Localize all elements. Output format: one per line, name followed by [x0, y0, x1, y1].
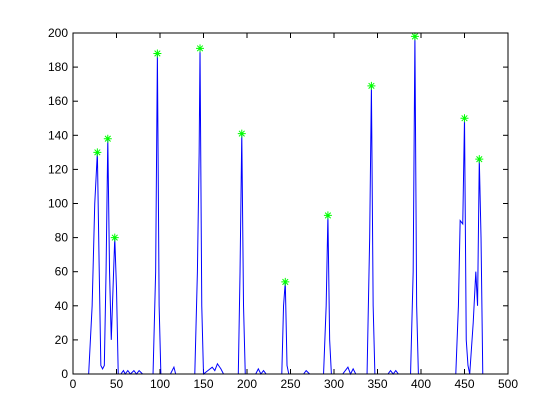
y-tick-label: 80 — [55, 231, 69, 245]
peak-marker — [93, 148, 102, 157]
peak-marker — [237, 129, 246, 138]
x-tick-label: 100 — [150, 377, 170, 391]
peak-marker — [103, 134, 112, 143]
y-tick-label: 180 — [48, 60, 68, 74]
x-tick-label: 150 — [193, 377, 213, 391]
peak-marker — [110, 233, 119, 242]
peak-marker — [323, 211, 332, 220]
x-tick-label: 450 — [454, 377, 474, 391]
x-tick-label: 400 — [411, 377, 431, 391]
x-tick-label: 500 — [498, 377, 518, 391]
x-tick-label: 300 — [324, 377, 344, 391]
y-tick-label: 100 — [48, 197, 68, 211]
y-tick-label: 200 — [48, 26, 68, 40]
peak-marker — [410, 32, 419, 41]
peak-marker — [460, 114, 469, 123]
peak-marker — [153, 49, 162, 58]
x-tick-label: 200 — [237, 377, 257, 391]
signal-line — [88, 36, 484, 376]
x-tick-label: 350 — [367, 377, 387, 391]
y-tick-label: 20 — [55, 333, 69, 347]
peak-marker — [196, 44, 205, 53]
y-tick-label: 140 — [48, 128, 68, 142]
y-tick-label: 160 — [48, 94, 68, 108]
x-tick-label: 50 — [110, 377, 124, 391]
peak-marker — [367, 81, 376, 90]
y-tick-label: 60 — [55, 265, 69, 279]
x-tick-label: 250 — [280, 377, 300, 391]
x-tick-label: 0 — [70, 377, 77, 391]
axes-box — [72, 32, 509, 375]
peak-marker — [475, 155, 484, 164]
y-tick-label: 0 — [61, 367, 68, 381]
y-tick-label: 40 — [55, 299, 69, 313]
plot-area — [73, 33, 508, 374]
y-tick-label: 120 — [48, 162, 68, 176]
peak-marker — [281, 277, 290, 286]
